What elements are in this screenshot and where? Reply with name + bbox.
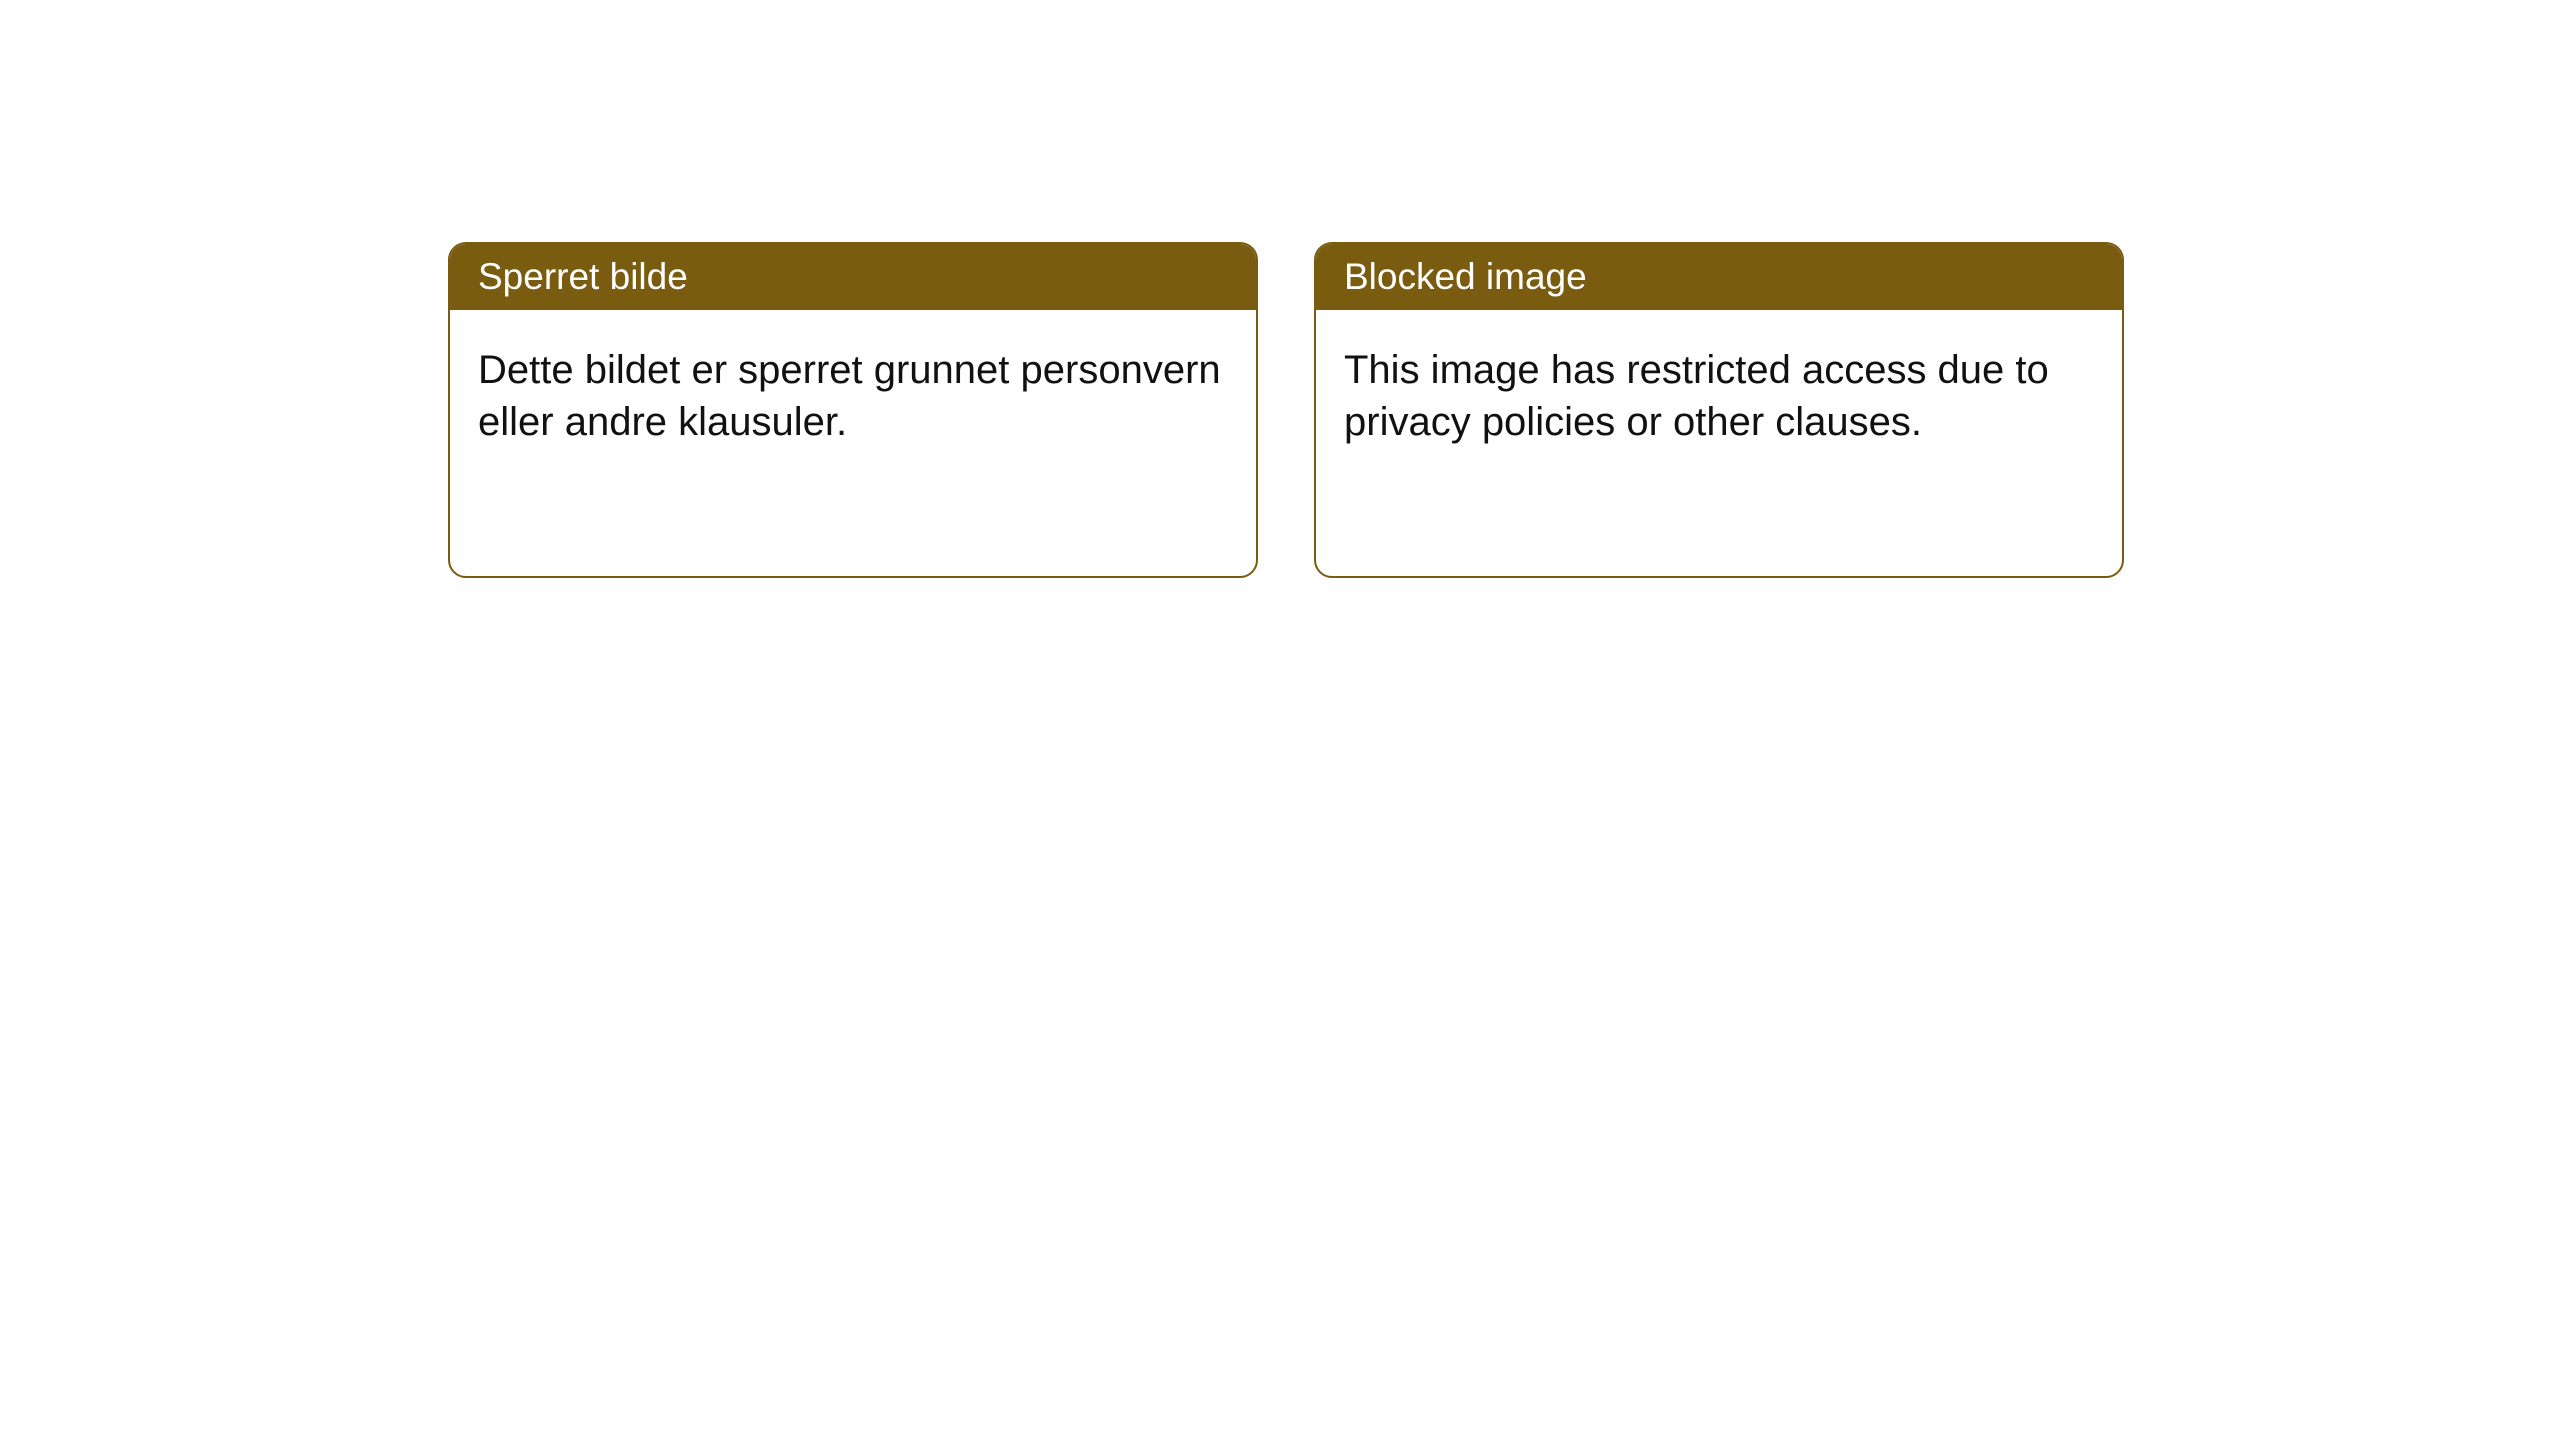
notice-card-norwegian: Sperret bilde Dette bildet er sperret gr… [448, 242, 1258, 578]
card-body-text: Dette bildet er sperret grunnet personve… [478, 348, 1221, 444]
card-header: Blocked image [1316, 244, 2122, 310]
notice-card-english: Blocked image This image has restricted … [1314, 242, 2124, 578]
card-body-text: This image has restricted access due to … [1344, 348, 2049, 444]
card-body: This image has restricted access due to … [1316, 310, 2122, 482]
card-title: Blocked image [1344, 256, 1587, 297]
card-title: Sperret bilde [478, 256, 688, 297]
card-body: Dette bildet er sperret grunnet personve… [450, 310, 1256, 482]
notice-container: Sperret bilde Dette bildet er sperret gr… [448, 242, 2124, 578]
card-header: Sperret bilde [450, 244, 1256, 310]
